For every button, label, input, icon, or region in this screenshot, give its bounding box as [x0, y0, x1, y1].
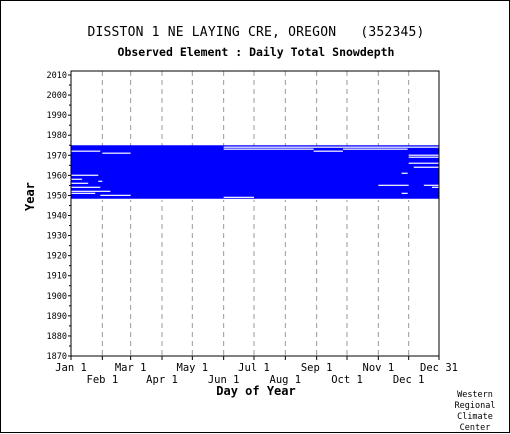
- y-tick-label: 1980: [47, 131, 67, 141]
- y-tick-label: 1950: [47, 191, 67, 201]
- credit-line: Center: [459, 423, 491, 433]
- data-gap: [423, 184, 439, 186]
- x-tick-label: Nov 1: [363, 362, 395, 374]
- x-tick-label: Feb 1: [87, 374, 119, 386]
- x-tick-label: Dec 31: [420, 362, 458, 374]
- chart-subtitle: Observed Element : Daily Total Snowdepth: [117, 45, 395, 59]
- x-tick-label: Jul 1: [238, 362, 270, 374]
- y-axis-label: Year: [23, 182, 37, 211]
- data-block: [71, 145, 439, 200]
- y-tick-label: 1960: [47, 171, 67, 181]
- data-gap: [100, 194, 131, 196]
- data-gap: [71, 150, 101, 152]
- y-tick-label: 1890: [47, 312, 67, 322]
- chart-title: DISSTON 1 NE LAYING CRE, OREGON (352345): [87, 25, 425, 40]
- x-tick-label: Aug 1: [270, 374, 302, 386]
- y-tick-label: 1970: [47, 151, 67, 161]
- data-gap: [223, 148, 314, 150]
- x-tick-label: Oct 1: [331, 374, 363, 386]
- axis-layer: 1870 1880 1890 1900 1910 1920 1930 1940 1950 1960…: [47, 70, 458, 386]
- data-gap: [313, 150, 343, 152]
- x-tick-label: Jan 1: [55, 362, 87, 374]
- y-tick-label: 1870: [47, 352, 67, 362]
- data-layer: [71, 145, 439, 200]
- y-tick-label: 1930: [47, 232, 67, 242]
- x-axis-label: Day of Year: [216, 384, 296, 398]
- x-tick-label: Dec 1: [393, 374, 425, 386]
- credit-line: Western: [457, 390, 493, 400]
- y-tick-label: 1920: [47, 252, 67, 262]
- plot-border: [70, 70, 440, 357]
- data-gap: [98, 180, 103, 182]
- x-tick-label: Jun 1: [208, 374, 240, 386]
- x-tick-label: Sep 1: [301, 362, 333, 374]
- data-gap: [401, 172, 408, 174]
- data-gap: [71, 178, 83, 180]
- credit-block: Western Regional Climate Center: [445, 390, 505, 434]
- y-tick-label: 1900: [47, 292, 67, 302]
- data-gap: [102, 152, 131, 154]
- data-gap: [413, 166, 439, 168]
- data-gap: [71, 186, 101, 188]
- data-gap: [71, 198, 439, 200]
- data-gap: [223, 146, 439, 148]
- data-gap: [71, 174, 99, 176]
- data-gap: [223, 196, 254, 198]
- y-tick-label: 1940: [47, 212, 67, 222]
- data-gap: [378, 184, 409, 186]
- data-gap: [408, 156, 439, 158]
- data-gap: [408, 154, 439, 156]
- credit-line: Regional: [454, 401, 496, 411]
- data-gap: [71, 192, 96, 194]
- x-tick-label: Mar 1: [115, 362, 147, 374]
- data-gap: [431, 186, 439, 188]
- y-tick-label: 2010: [47, 71, 67, 81]
- y-tick-label: 2000: [47, 91, 67, 101]
- grid-layer: [101, 71, 410, 356]
- x-tick-label: Apr 1: [146, 374, 178, 386]
- data-gap: [71, 182, 89, 184]
- y-tick-label: 1880: [47, 332, 67, 342]
- data-gap: [408, 162, 439, 164]
- credit-line: Climate: [457, 412, 493, 422]
- data-gap: [401, 192, 408, 194]
- y-tick-label: 1990: [47, 111, 67, 121]
- y-tick-label: 1910: [47, 272, 67, 282]
- data-gap: [71, 190, 111, 192]
- x-tick-label: May 1: [177, 362, 209, 374]
- data-gap: [342, 148, 408, 150]
